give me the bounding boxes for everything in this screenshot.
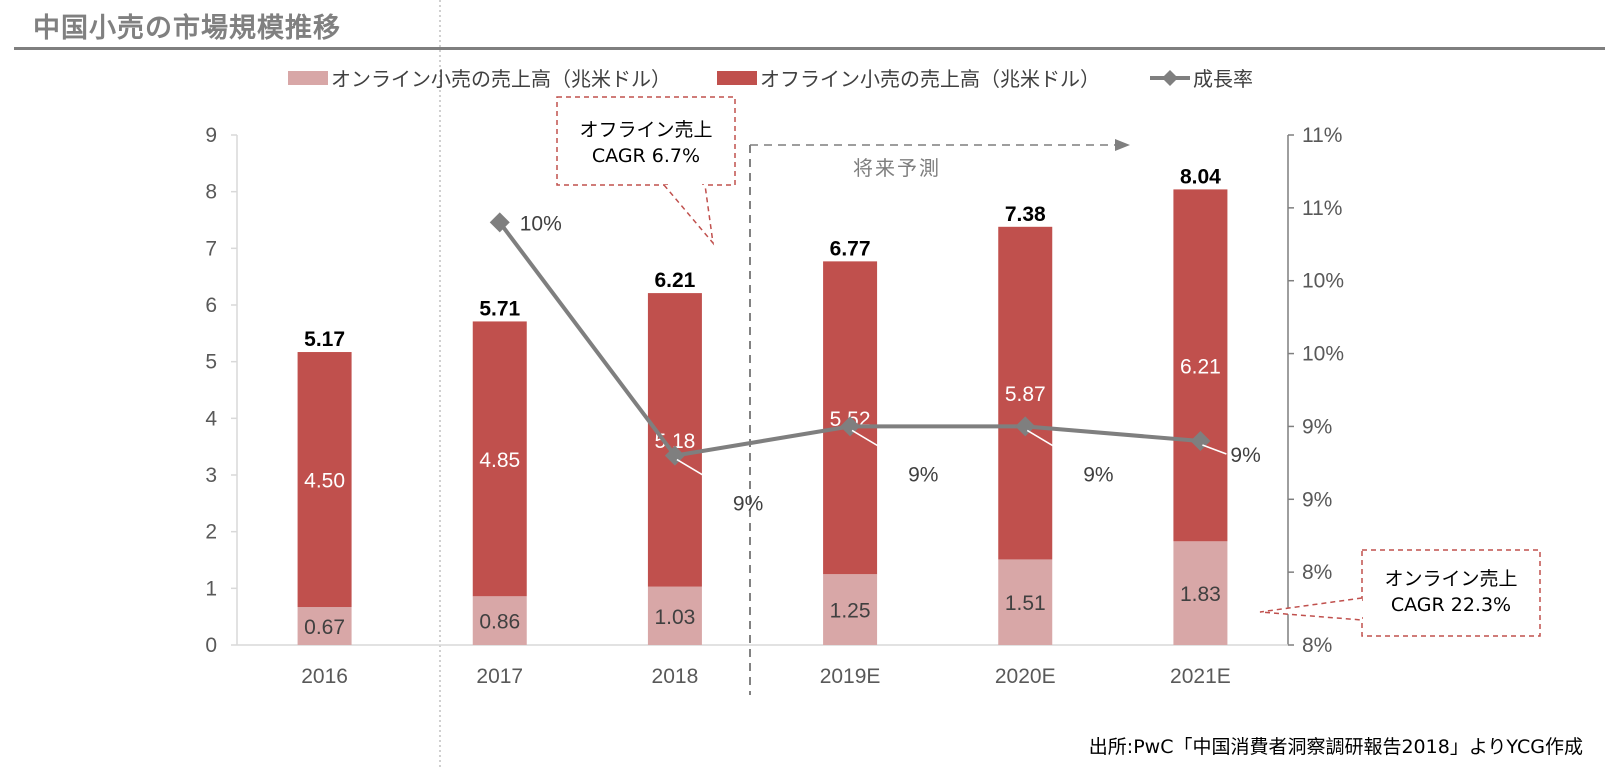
total-value-label: 8.04 (1180, 165, 1221, 188)
x-tick-label: 2020E (995, 665, 1056, 688)
y2-tick-label: 10% (1302, 343, 1344, 366)
bar-online (823, 574, 878, 645)
y-tick-label: 9 (205, 124, 217, 147)
online-value-label: 1.83 (1180, 583, 1221, 606)
forecast-arrow-head (1115, 139, 1130, 151)
offline-value-label: 4.50 (304, 470, 345, 493)
offline-value-label: 6.21 (1180, 355, 1221, 378)
bar-offline (998, 226, 1053, 560)
growth-rate-leader (676, 458, 730, 492)
offline-value-label: 5.18 (654, 430, 695, 453)
y2-tick-label: 10% (1302, 270, 1344, 293)
x-tick-label: 2016 (301, 665, 348, 688)
growth-rate-leader (1202, 444, 1227, 455)
online-cagr-line2: CAGR 22.3% (1391, 594, 1511, 616)
offline-value-label: 4.85 (479, 449, 520, 472)
offline-cagr-box (556, 96, 736, 186)
legend-marker-rate (1162, 70, 1178, 86)
y-axis-right-ticks: 8% 8% 9% 9% 10% 10% 11% 11% (1288, 124, 1344, 657)
forecast-label: 将来予測 (853, 156, 941, 180)
online-cagr-box (1361, 549, 1541, 637)
growth-rate-leader (1026, 429, 1080, 463)
offline-cagr-line1: オフライン売上 (579, 119, 712, 141)
legend-swatch-online (288, 71, 328, 85)
growth-rate-label: 9% (908, 463, 938, 486)
source-note: 出所:PwC「中国消費者洞察調研報告2018」よりYCG作成 (1088, 736, 1583, 758)
online-value-label: 0.67 (304, 616, 345, 639)
offline-cagr-pointer (663, 184, 715, 246)
bar-online (1173, 541, 1228, 645)
bar-online (297, 607, 352, 645)
bar-online (998, 559, 1053, 645)
x-tick-label: 2017 (476, 665, 523, 688)
legend-swatch-offline (717, 71, 757, 85)
y-tick-label: 7 (205, 237, 217, 260)
y-tick-label: 3 (205, 464, 217, 487)
page-title: 中国小売の市場規模推移 (33, 13, 341, 44)
x-tick-label: 2019E (820, 665, 881, 688)
y-tick-label: 8 (205, 181, 217, 204)
offline-cagr-line2: CAGR 6.7% (592, 145, 700, 167)
offline-cagr-callout: オフライン売上 CAGR 6.7% (556, 96, 736, 246)
y-tick-label: 5 (205, 351, 217, 374)
total-value-label: 6.77 (830, 237, 871, 260)
online-value-label: 1.03 (654, 606, 695, 629)
bar-online (472, 596, 527, 645)
bar-online (647, 586, 702, 645)
total-value-label: 5.71 (479, 297, 520, 320)
growth-rate-series: 10% 9% 9% 9% 9% (489, 212, 1261, 516)
online-value-label: 1.25 (830, 600, 871, 623)
y-tick-label: 0 (205, 634, 217, 657)
legend-label-offline: オフライン小売の売上高（兆米ドル） (760, 67, 1100, 91)
x-tick-label: 2018 (652, 665, 699, 688)
x-tick-label: 2021E (1170, 665, 1231, 688)
growth-rate-leader (851, 429, 905, 463)
growth-rate-marker (489, 212, 510, 233)
bar-offline (472, 321, 527, 597)
total-value-label: 5.17 (304, 328, 345, 351)
legend-label-online: オンライン小売の売上高（兆米ドル） (331, 67, 671, 91)
total-value-label: 6.21 (654, 269, 695, 292)
bar-offline (647, 293, 702, 587)
growth-rate-label: 9% (1083, 463, 1113, 486)
y2-tick-label: 11% (1302, 124, 1342, 147)
y-tick-label: 6 (205, 294, 217, 317)
online-value-label: 1.51 (1005, 592, 1046, 615)
growth-rate-label: 9% (733, 493, 763, 516)
online-cagr-callout: オンライン売上 CAGR 22.3% (1259, 549, 1541, 637)
title-rule (14, 47, 1605, 50)
y2-tick-label: 8% (1302, 634, 1332, 657)
y-axis-left-ticks: 0 1 2 3 4 5 6 7 8 9 (205, 124, 237, 657)
y2-tick-label: 9% (1302, 488, 1332, 511)
legend-label-rate: 成長率 (1193, 67, 1253, 91)
bars: 0.67 4.50 5.17 0.86 4.85 5.71 1.03 5.18 6.21 1.25… (297, 165, 1228, 645)
bar-offline (297, 352, 352, 608)
y2-tick-label: 9% (1302, 415, 1332, 438)
growth-rate-label: 9% (1230, 444, 1260, 467)
y-tick-label: 4 (205, 407, 217, 430)
legend: オンライン小売の売上高（兆米ドル） オフライン小売の売上高（兆米ドル） 成長率 (288, 67, 1253, 91)
y-tick-label: 1 (205, 577, 217, 600)
growth-rate-label: 10% (520, 212, 562, 235)
bar-offline (1173, 189, 1228, 542)
y-tick-label: 2 (205, 521, 217, 544)
online-cagr-pointer (1259, 597, 1363, 621)
total-value-label: 7.38 (1005, 203, 1046, 226)
x-axis-ticks: 2016 2017 2018 2019E 2020E 2021E (301, 665, 1231, 688)
online-value-label: 0.86 (479, 611, 520, 634)
offline-value-label: 5.87 (1005, 383, 1046, 406)
y2-tick-label: 8% (1302, 561, 1332, 584)
y2-tick-label: 11% (1302, 197, 1342, 220)
online-cagr-line1: オンライン売上 (1384, 568, 1517, 590)
